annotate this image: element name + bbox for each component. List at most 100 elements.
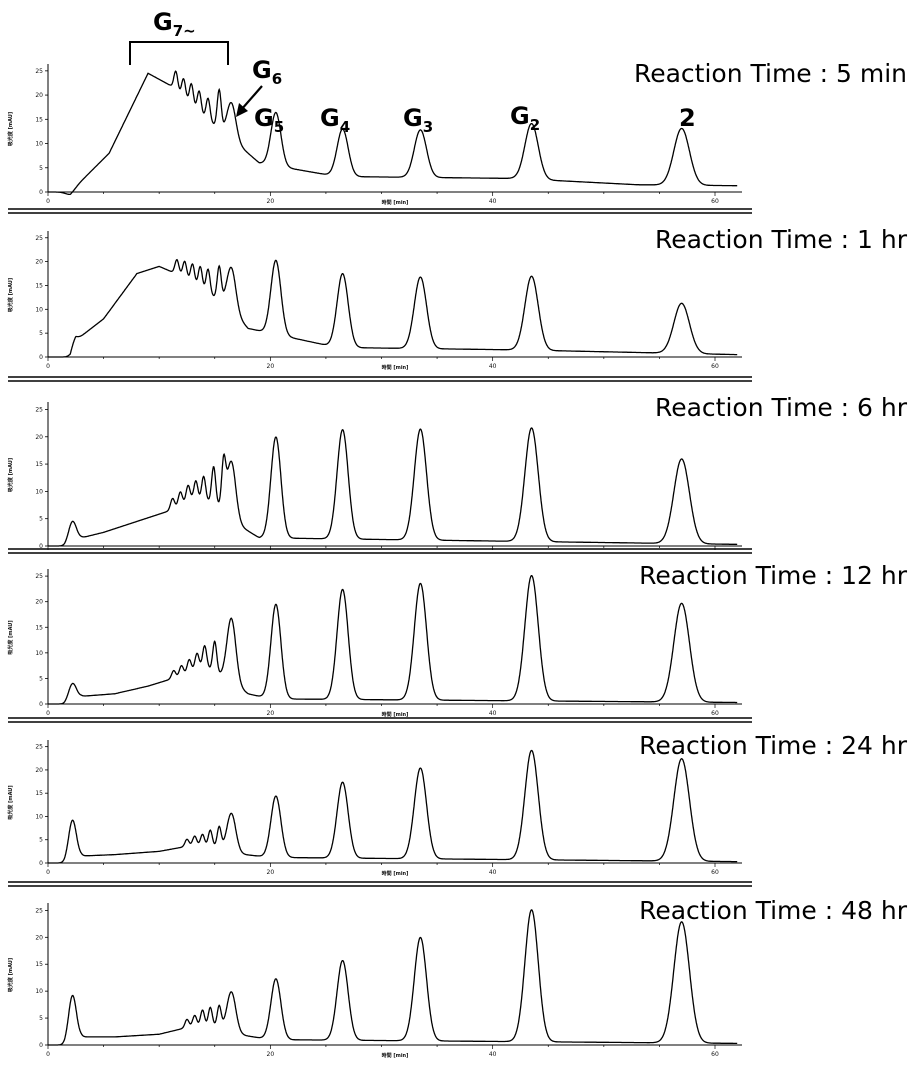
y-tick-label: 10 [35,988,43,995]
reaction-time-title: Reaction Time : 12 hr [639,561,908,590]
x-tick-label: 60 [711,869,719,876]
x-tick-label: 60 [711,363,719,370]
x-axis-label: 時間 [min] [382,364,409,371]
y-tick-label: 15 [35,282,43,289]
x-tick-label: 20 [267,198,275,205]
y-tick-label: 5 [39,330,43,337]
x-axis-label: 時間 [min] [382,199,409,206]
peak-label: G5 [254,104,284,136]
x-tick-label: 40 [489,710,497,717]
y-axis-label: 吸光度 [mAU] [7,278,14,312]
y-tick-label: 20 [35,934,43,941]
reaction-time-title: Reaction Time : 24 hr [639,731,908,760]
y-tick-label: 0 [39,543,43,550]
y-tick-label: 10 [35,488,43,495]
x-tick-label: 60 [711,710,719,717]
y-tick-label: 25 [35,744,43,751]
x-tick-label: 60 [711,1051,719,1058]
y-tick-label: 5 [39,675,43,682]
g6-arrow-head [236,103,248,117]
y-tick-label: 25 [35,406,43,413]
y-axis-label: 吸光度 [mAU] [7,620,14,654]
x-tick-label: 20 [267,1051,275,1058]
reaction-time-title: Reaction Time : 5 min [634,59,907,88]
x-axis-label: 時間 [min] [382,711,409,718]
y-tick-label: 25 [35,235,43,242]
y-axis-label: 吸光度 [mAU] [7,458,14,492]
chromatogram-trace [48,427,738,547]
y-tick-label: 0 [39,860,43,867]
y-tick-label: 10 [35,650,43,657]
x-tick-label: 20 [267,710,275,717]
y-tick-label: 20 [35,259,43,266]
peak-label-subscript: 4 [340,118,350,136]
y-tick-label: 20 [35,767,43,774]
peak-label: G6 [252,56,282,88]
peak-label-subscript: 5 [274,118,284,136]
y-tick-label: 15 [35,116,43,123]
y-tick-label: 0 [39,1042,43,1049]
y-tick-label: 5 [39,837,43,844]
y-tick-label: 20 [35,92,43,99]
chromatogram-panel: 0 5 10 15 20 25 吸光度 [mAU] Reaction Time : 6 hr [7,393,908,550]
chromatogram-trace [48,749,738,864]
x-tick-label: 40 [489,1051,497,1058]
y-axis-label: 吸光度 [mAU] [7,785,14,819]
chromatogram-panel: 0 5 10 15 20 25 0 20 40 60 時間 [min] 吸光度 [mAU] Reacti… [7,225,908,371]
x-tick-label: 0 [46,710,50,717]
x-tick-label: 20 [267,869,275,876]
chromatogram-trace [48,258,738,358]
y-axis-label: 吸光度 [mAU] [7,958,14,992]
y-tick-label: 0 [39,354,43,361]
peak-label: G4 [320,104,350,136]
chromatogram-trace [48,574,738,705]
y-tick-label: 20 [35,599,43,606]
y-tick-label: 15 [35,624,43,631]
x-tick-label: 40 [489,869,497,876]
x-tick-label: 0 [46,1051,50,1058]
chromatogram-panel: 0 5 10 15 20 25 0 20 40 60 時間 [min] 吸光度 [mAU] Reacti… [7,731,908,877]
x-tick-label: 40 [489,198,497,205]
x-tick-label: 60 [711,198,719,205]
chromatogram-trace [48,909,738,1046]
y-tick-label: 25 [35,68,43,75]
g6-arrow-shaft [240,85,263,111]
peak-label: G2 [510,102,540,134]
y-tick-label: 5 [39,165,43,172]
x-axis-label: 時間 [min] [382,870,409,877]
y-tick-label: 5 [39,516,43,523]
y-tick-label: 10 [35,141,43,148]
y-axis-label: 吸光度 [mAU] [7,112,14,146]
peak-label-subscript: 3 [423,118,433,136]
y-tick-label: 10 [35,813,43,820]
peak-label-subscript: 7~ [173,22,196,40]
y-tick-label: 15 [35,961,43,968]
x-tick-label: 40 [489,363,497,370]
peak-label: G3 [403,104,433,136]
y-tick-label: 5 [39,1015,43,1022]
chromatogram-trace [48,70,738,196]
peak-label-subscript: 6 [272,70,282,88]
reaction-time-title: Reaction Time : 6 hr [655,393,908,422]
reaction-time-title: Reaction Time : 1 hr [655,225,908,254]
y-tick-label: 25 [35,907,43,914]
y-tick-label: 15 [35,790,43,797]
x-tick-label: 0 [46,869,50,876]
x-tick-label: 20 [267,363,275,370]
y-tick-label: 10 [35,306,43,313]
g7-bracket [129,41,229,65]
y-tick-label: 0 [39,189,43,196]
peak-label: G7~ [153,8,196,40]
y-tick-label: 15 [35,461,43,468]
peak-label-subscript: 2 [530,116,540,134]
x-tick-label: 0 [46,198,50,205]
x-tick-label: 0 [46,363,50,370]
y-tick-label: 20 [35,434,43,441]
peak-label: 2 [679,104,696,132]
y-tick-label: 0 [39,701,43,708]
